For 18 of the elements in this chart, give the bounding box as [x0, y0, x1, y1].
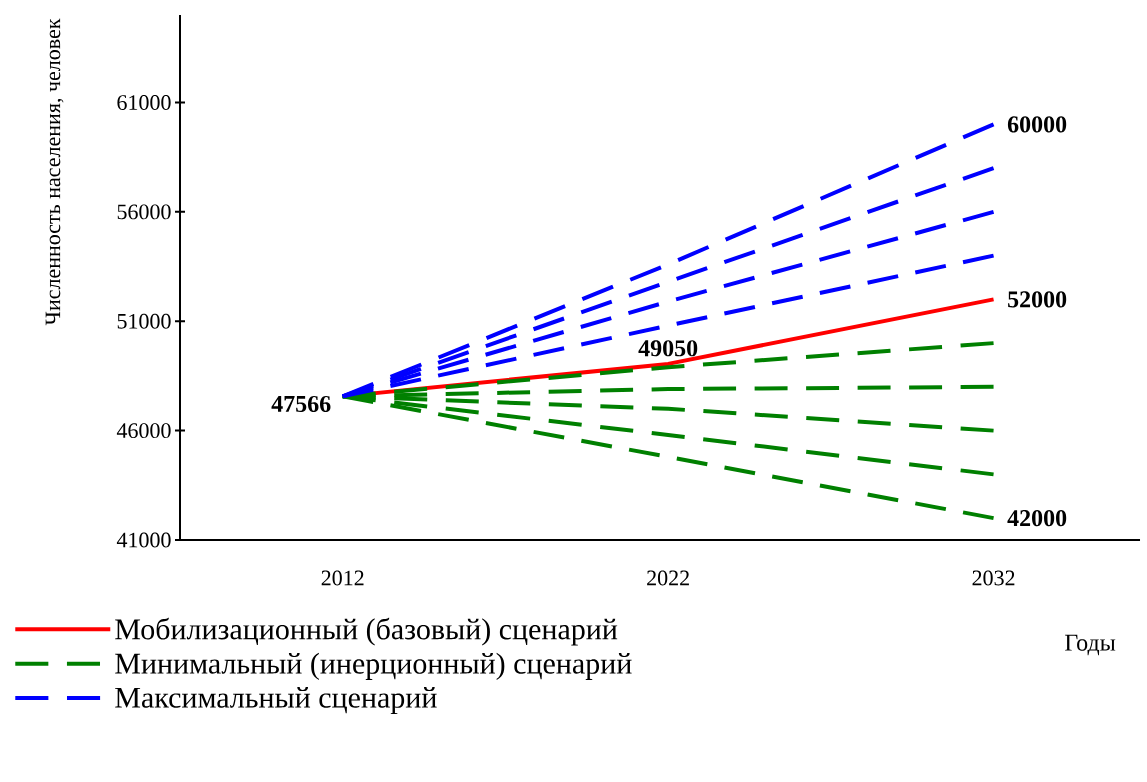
data-label: 52000 — [1008, 291, 1067, 308]
legend-label: Мобилизационный (базовый) сценарий — [115, 617, 618, 646]
x-tick-label: 2032 — [972, 570, 1015, 586]
x-tick-label: 2012 — [321, 570, 364, 586]
x-axis-title: Годы — [1065, 634, 1116, 656]
y-tick-label: 51000 — [117, 313, 171, 329]
data-label: 47566 — [271, 395, 331, 413]
y-tick-label: 46000 — [116, 423, 171, 439]
x-tick-label: 2022 — [647, 570, 689, 586]
legend-label: Минимальный (инерционный) сценарий — [115, 652, 632, 680]
y-tick-label: 61000 — [117, 95, 171, 110]
y-tick-label: 56000 — [117, 204, 171, 220]
data-label: 49050 — [638, 340, 698, 357]
data-label: 42000 — [1007, 510, 1067, 527]
y-tick-label: 41000 — [116, 532, 171, 548]
legend-label: Максимальный сценарий — [115, 686, 437, 714]
data-label: 60000 — [1007, 116, 1067, 133]
y-axis-title: Численность населения, человек — [45, 18, 64, 326]
